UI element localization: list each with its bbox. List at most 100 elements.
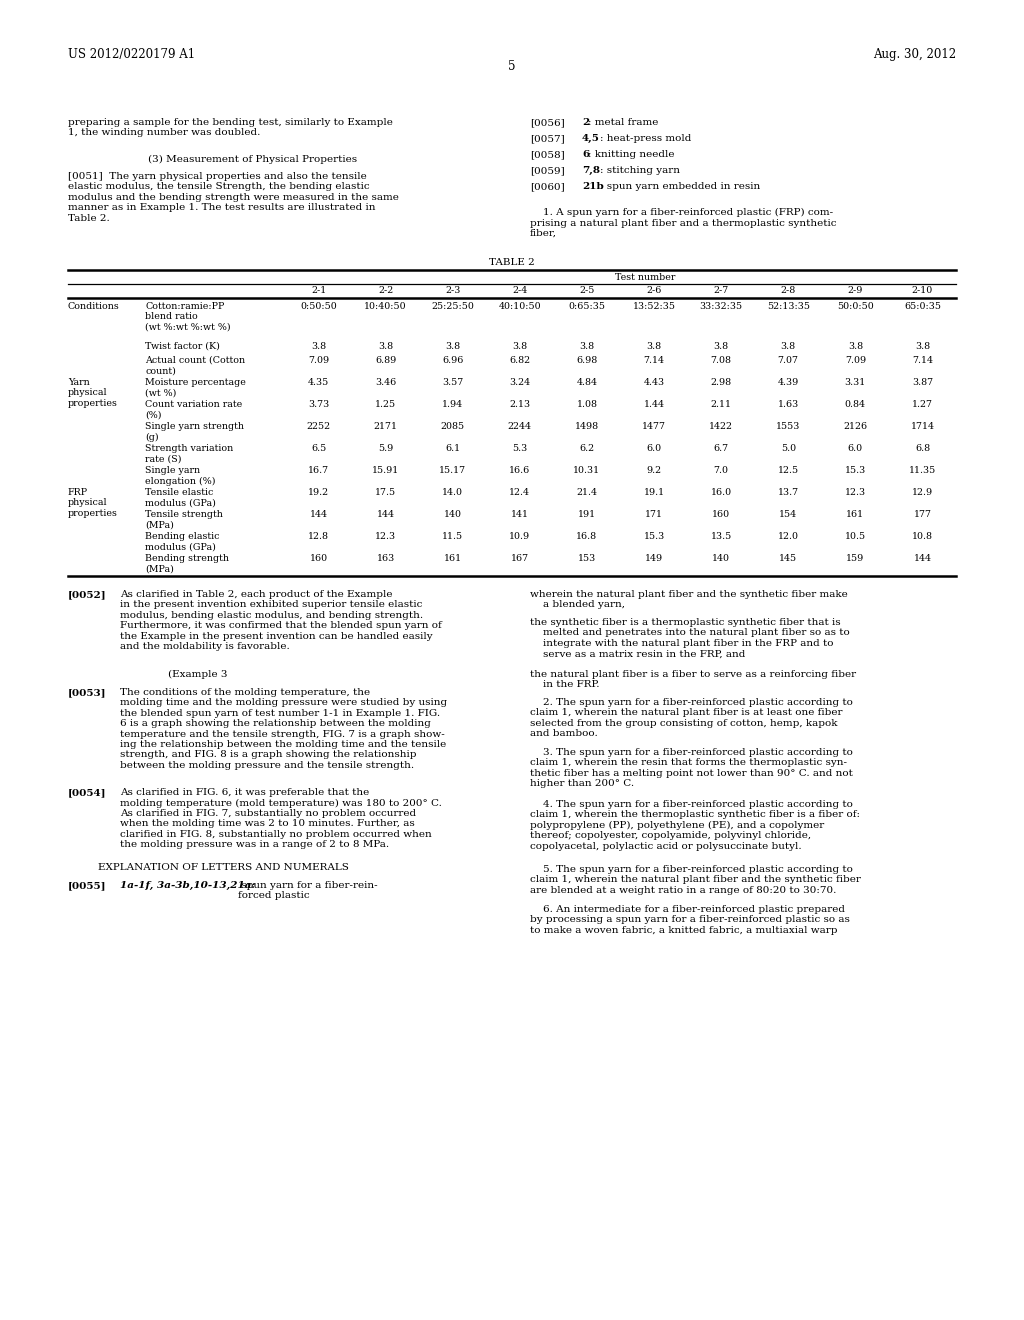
Text: 3.8: 3.8 [512, 342, 527, 351]
Text: Yarn
physical
properties: Yarn physical properties [68, 378, 118, 408]
Text: 3. The spun yarn for a fiber-reinforced plastic according to
claim 1, wherein th: 3. The spun yarn for a fiber-reinforced … [530, 748, 853, 788]
Text: 5.3: 5.3 [512, 444, 527, 453]
Text: 1477: 1477 [642, 422, 666, 432]
Text: 191: 191 [578, 510, 596, 519]
Text: 7.07: 7.07 [778, 356, 799, 366]
Text: 0:50:50: 0:50:50 [300, 302, 337, 312]
Text: 6.7: 6.7 [714, 444, 729, 453]
Text: 4.35: 4.35 [308, 378, 329, 387]
Text: 161: 161 [846, 510, 864, 519]
Text: 12.0: 12.0 [778, 532, 799, 541]
Text: 4. The spun yarn for a fiber-reinforced plastic according to
claim 1, wherein th: 4. The spun yarn for a fiber-reinforced … [530, 800, 860, 851]
Text: 15.3: 15.3 [643, 532, 665, 541]
Text: 7.14: 7.14 [912, 356, 933, 366]
Text: 52:13:35: 52:13:35 [767, 302, 810, 312]
Text: 7.08: 7.08 [711, 356, 732, 366]
Text: 13:52:35: 13:52:35 [633, 302, 676, 312]
Text: 4.39: 4.39 [777, 378, 799, 387]
Text: Bending elastic
modulus (GPa): Bending elastic modulus (GPa) [145, 532, 219, 552]
Text: Test number: Test number [615, 273, 676, 282]
Text: 145: 145 [779, 554, 798, 564]
Text: 2-2: 2-2 [378, 286, 393, 294]
Text: [0059]: [0059] [530, 166, 565, 176]
Text: 3.8: 3.8 [580, 342, 595, 351]
Text: 6.89: 6.89 [375, 356, 396, 366]
Text: 5: 5 [508, 59, 516, 73]
Text: Conditions: Conditions [68, 302, 120, 312]
Text: 2. The spun yarn for a fiber-reinforced plastic according to
claim 1, wherein th: 2. The spun yarn for a fiber-reinforced … [530, 698, 853, 738]
Text: 6.2: 6.2 [580, 444, 595, 453]
Text: 1.27: 1.27 [912, 400, 933, 409]
Text: 10.9: 10.9 [509, 532, 530, 541]
Text: 3.87: 3.87 [912, 378, 933, 387]
Text: 10.5: 10.5 [845, 532, 866, 541]
Text: 2085: 2085 [440, 422, 465, 432]
Text: 11.35: 11.35 [909, 466, 936, 475]
Text: 0:65:35: 0:65:35 [568, 302, 605, 312]
Text: 3.31: 3.31 [845, 378, 866, 387]
Text: (Example 3: (Example 3 [168, 671, 227, 678]
Text: 3.24: 3.24 [509, 378, 530, 387]
Text: 159: 159 [846, 554, 864, 564]
Text: 154: 154 [779, 510, 798, 519]
Text: 7.0: 7.0 [714, 466, 729, 475]
Text: : heat-press mold: : heat-press mold [600, 135, 691, 143]
Text: Tensile elastic
modulus (GPa): Tensile elastic modulus (GPa) [145, 488, 216, 507]
Text: 5.0: 5.0 [780, 444, 796, 453]
Text: 6.5: 6.5 [311, 444, 327, 453]
Text: 10.8: 10.8 [912, 532, 933, 541]
Text: EXPLANATION OF LETTERS AND NUMERALS: EXPLANATION OF LETTERS AND NUMERALS [98, 863, 349, 873]
Text: the synthetic fiber is a thermoplastic synthetic fiber that is
    melted and pe: the synthetic fiber is a thermoplastic s… [530, 618, 850, 659]
Text: 2-5: 2-5 [580, 286, 595, 294]
Text: Aug. 30, 2012: Aug. 30, 2012 [872, 48, 956, 61]
Text: : stitching yarn: : stitching yarn [600, 166, 680, 176]
Text: Bending strength
(MPa): Bending strength (MPa) [145, 554, 229, 573]
Text: preparing a sample for the bending test, similarly to Example
1, the winding num: preparing a sample for the bending test,… [68, 117, 393, 137]
Text: 6.98: 6.98 [577, 356, 598, 366]
Text: 177: 177 [913, 510, 932, 519]
Text: 7,8: 7,8 [582, 166, 600, 176]
Text: 2.98: 2.98 [711, 378, 732, 387]
Text: 17.5: 17.5 [375, 488, 396, 498]
Text: 144: 144 [913, 554, 932, 564]
Text: Strength variation
rate (S): Strength variation rate (S) [145, 444, 233, 463]
Text: 3.8: 3.8 [714, 342, 729, 351]
Text: 14.0: 14.0 [442, 488, 463, 498]
Text: 3.57: 3.57 [442, 378, 464, 387]
Text: 6. An intermediate for a fiber-reinforced plastic prepared
by processing a spun : 6. An intermediate for a fiber-reinforce… [530, 906, 850, 935]
Text: 1.94: 1.94 [442, 400, 463, 409]
Text: [0051]  The yarn physical properties and also the tensile
elastic modulus, the t: [0051] The yarn physical properties and … [68, 172, 399, 223]
Text: 1498: 1498 [574, 422, 599, 432]
Text: 65:0:35: 65:0:35 [904, 302, 941, 312]
Text: 5. The spun yarn for a fiber-reinforced plastic according to
claim 1, wherein th: 5. The spun yarn for a fiber-reinforced … [530, 865, 861, 895]
Text: 21b: 21b [582, 182, 604, 191]
Text: spun yarn for a fiber-rein-
forced plastic: spun yarn for a fiber-rein- forced plast… [238, 880, 378, 900]
Text: 15.3: 15.3 [845, 466, 866, 475]
Text: 1.63: 1.63 [777, 400, 799, 409]
Text: 2: 2 [582, 117, 589, 127]
Text: Count variation rate
(%): Count variation rate (%) [145, 400, 243, 420]
Text: 19.1: 19.1 [643, 488, 665, 498]
Text: 6.0: 6.0 [848, 444, 863, 453]
Text: 10:40:50: 10:40:50 [365, 302, 407, 312]
Text: 3.8: 3.8 [378, 342, 393, 351]
Text: 6.8: 6.8 [914, 444, 930, 453]
Text: 3.8: 3.8 [311, 342, 326, 351]
Text: 161: 161 [443, 554, 462, 564]
Text: 144: 144 [309, 510, 328, 519]
Text: Moisture percentage
(wt %): Moisture percentage (wt %) [145, 378, 246, 397]
Text: 12.9: 12.9 [912, 488, 933, 498]
Text: 153: 153 [578, 554, 596, 564]
Text: [0058]: [0058] [530, 150, 565, 158]
Text: 15.91: 15.91 [372, 466, 399, 475]
Text: 10.31: 10.31 [573, 466, 600, 475]
Text: wherein the natural plant fiber and the synthetic fiber make
    a blended yarn,: wherein the natural plant fiber and the … [530, 590, 848, 610]
Text: 15.17: 15.17 [439, 466, 466, 475]
Text: 21.4: 21.4 [577, 488, 597, 498]
Text: 40:10:50: 40:10:50 [499, 302, 541, 312]
Text: 12.3: 12.3 [845, 488, 866, 498]
Text: 1.08: 1.08 [577, 400, 597, 409]
Text: 140: 140 [712, 554, 730, 564]
Text: 167: 167 [511, 554, 529, 564]
Text: [0056]: [0056] [530, 117, 565, 127]
